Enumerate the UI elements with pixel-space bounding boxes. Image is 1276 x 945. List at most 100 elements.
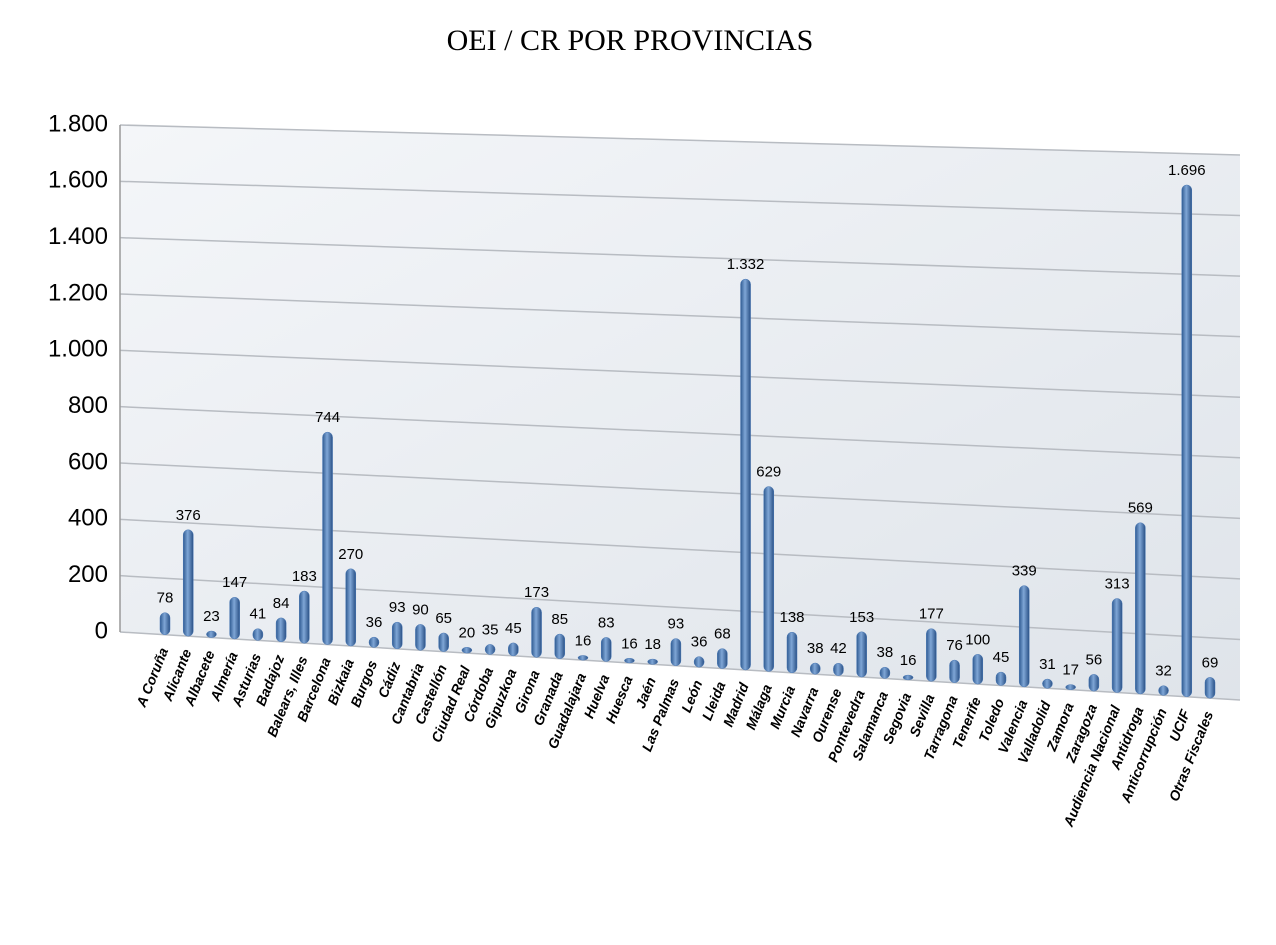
value-label: 1.332 [727,256,765,273]
bar [299,590,310,644]
bar [229,596,240,640]
value-label: 138 [779,609,804,626]
grid-line [119,293,1241,338]
grid-line [119,518,1241,580]
value-label: 36 [691,634,708,651]
bar [763,486,775,672]
bar [740,278,751,671]
value-label: 65 [435,610,452,627]
value-label: 38 [877,644,894,661]
value-label: 69 [1202,654,1219,671]
value-label: 16 [621,635,638,652]
bar [786,631,798,674]
bar [809,662,821,675]
value-label: 173 [524,584,549,601]
bar [484,644,496,655]
value-label: 38 [807,640,824,657]
bar [554,633,566,659]
bar [624,658,635,664]
bar [670,638,682,667]
value-label: 93 [389,599,406,616]
value-label: 68 [714,626,731,643]
y-tick-label: 1.000 [48,336,108,363]
y-tick-label: 0 [95,617,108,644]
value-label: 93 [668,616,685,633]
value-label: 183 [292,568,317,585]
y-tick-label: 1.600 [48,167,108,194]
bar [531,606,542,658]
bar [856,631,867,678]
bar [275,617,287,643]
value-label: 45 [505,620,522,637]
grid-line [119,405,1241,459]
bar [972,654,984,685]
value-label: 45 [993,649,1010,666]
value-label: 41 [250,606,267,623]
value-label: 177 [919,606,944,623]
plot-wall [120,125,1240,700]
grid-line [119,349,1241,398]
value-label: 376 [176,507,201,524]
value-label: 744 [315,409,340,426]
value-label: 629 [756,464,781,481]
value-label: 18 [644,636,661,653]
bar [693,656,705,668]
y-tick-label: 1.800 [48,110,108,137]
y-tick-label: 600 [68,448,108,475]
bar [577,655,589,661]
bar [1111,598,1123,693]
bar [926,628,937,682]
bar [345,568,357,647]
value-label: 35 [482,621,499,638]
bar [1018,585,1030,688]
y-tick-label: 1.200 [48,279,108,306]
value-label: 36 [366,614,383,631]
bar [949,659,960,683]
bar [1088,674,1100,692]
y-tick-label: 200 [68,561,108,588]
bar [206,630,217,638]
value-label: 100 [965,631,990,648]
value-label: 17 [1062,662,1079,679]
bar [1135,522,1146,695]
grid-line [119,124,1241,156]
value-label: 23 [203,608,220,625]
grid-line [119,631,1241,701]
value-label: 16 [575,632,592,649]
bar [717,648,728,669]
value-label: 85 [551,611,568,628]
bar [1181,184,1193,698]
grid-line [119,180,1241,217]
value-label: 32 [1155,663,1172,680]
y-tick-label: 400 [68,505,108,532]
bar [438,632,449,652]
value-label: 339 [1012,563,1037,580]
value-label: 31 [1039,656,1056,673]
value-label: 16 [900,652,917,669]
bar [391,621,403,650]
bar [461,647,473,654]
value-label: 147 [222,574,247,591]
bar [1204,677,1216,699]
value-label: 84 [273,595,290,612]
bar [368,636,380,648]
grid-line [119,236,1241,277]
value-label: 1.696 [1168,162,1206,179]
bar [322,431,333,645]
bar [415,624,426,651]
chart-title: OEI / CR POR PROVINCIAS [447,24,814,57]
value-label: 153 [849,609,874,626]
bar [902,674,914,681]
value-label: 56 [1086,651,1103,668]
y-tick-label: 1.400 [48,223,108,250]
value-label: 90 [412,601,429,618]
bar [508,642,519,657]
bar [833,662,844,676]
grid-line [119,574,1241,641]
bar [600,637,612,662]
bar [1065,684,1076,690]
value-label: 270 [338,546,363,563]
value-label: 569 [1128,500,1153,517]
value-label: 313 [1105,575,1130,592]
